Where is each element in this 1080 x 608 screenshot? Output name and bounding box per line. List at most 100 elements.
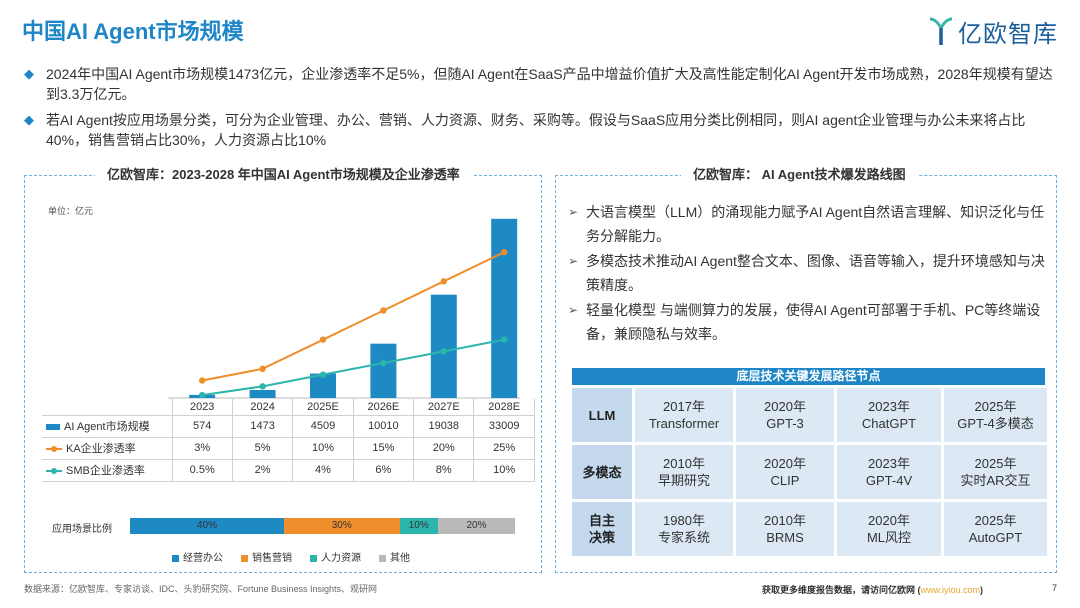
data-label: 19038	[413, 414, 475, 438]
node-cell: 2025年 实时AR交互	[944, 445, 1047, 499]
series-point	[199, 377, 206, 384]
brand-logo: 亿欧智库	[928, 14, 1058, 49]
tech-bullets: 大语言模型（LLM）的涌现能力赋予AI Agent自然语言理解、知识泛化与任务分…	[568, 200, 1046, 347]
data-label: 1473	[231, 414, 294, 438]
data-label: 10%	[473, 458, 535, 482]
nodes-table-title: 底层技术关键发展路径节点	[572, 368, 1045, 385]
tech-nodes-table: LLM 2017年 Transformer 2020年 GPT-3 2023年 ChatGP…	[572, 388, 1047, 556]
series-point	[259, 365, 266, 373]
category-label: 2023	[171, 399, 233, 416]
legend-entry-ka: KA企业渗透率	[42, 436, 173, 460]
tech-bullet: 大语言模型（LLM）的涌现能力赋予AI Agent自然语言理解、知识泛化与任务分…	[568, 200, 1046, 248]
table-row: KA企业渗透率 3% 5% 10% 15% 20% 25%	[42, 436, 535, 460]
node-row-label: 多模态	[572, 445, 632, 499]
category-label: 2024	[231, 399, 294, 416]
tech-bullet: 多模态技术推动AI Agent整合文本、图像、语音等输入，提升环境感知与决策精度…	[568, 249, 1046, 297]
table-row: AI Agent市场规模 574 1473 4509 10010 19038 3…	[42, 414, 535, 438]
market-size-chart	[168, 218, 520, 399]
data-label: 4509	[292, 414, 354, 438]
data-label: 4%	[292, 458, 354, 482]
scenario-segment: 20%	[438, 518, 515, 534]
node-cell: 2010年 BRMS	[736, 502, 834, 556]
series-line	[202, 338, 505, 397]
legend-swatch	[310, 554, 317, 562]
chart-data-table: 2023 2024 2025E 2026E 2027E 2028E AI Age…	[42, 399, 535, 482]
data-label: 10%	[292, 436, 354, 460]
category-label: 2025E	[292, 399, 354, 416]
scenario-legend-item: 人力资源	[310, 549, 361, 564]
node-cell: 2025年 AutoGPT	[944, 502, 1047, 556]
scenario-legend-item: 销售营销	[241, 549, 292, 564]
tech-bullet: 轻量化模型 与端侧算力的发展，使得AI Agent可部署于手机、PC等终端设备，…	[568, 298, 1046, 346]
bar	[370, 343, 397, 398]
tech-roadmap-panel: 亿欧智库： AI Agent技术爆发路线图	[555, 164, 1057, 573]
node-row-label: 自主 决策	[572, 502, 632, 556]
market-size-panel-title: 亿欧智库：2023-2028 年中国AI Agent市场规模及企业渗透率	[95, 164, 472, 183]
line-legend-swatch	[46, 446, 62, 453]
line-legend-swatch	[46, 468, 62, 475]
legend-entry-market-size: AI Agent市场规模	[42, 414, 173, 438]
data-label: 574	[171, 414, 233, 438]
website-link[interactable]: www.iyiou.com	[920, 585, 981, 595]
tech-roadmap-panel-title: 亿欧智库： AI Agent技术爆发路线图	[681, 164, 918, 183]
series-point	[199, 391, 206, 399]
page-number: 7	[1052, 583, 1058, 593]
bar	[491, 218, 518, 398]
series-point	[259, 383, 266, 390]
data-label: 25%	[473, 436, 535, 460]
node-cell: 2020年 CLIP	[736, 445, 834, 499]
series-point	[501, 248, 508, 256]
scenario-legend-item: 经营办公	[172, 549, 223, 564]
node-cell: 2023年 GPT-4V	[837, 445, 941, 499]
node-cell: 2020年 ML风控	[837, 502, 941, 556]
data-label: 6%	[352, 458, 415, 482]
table-row: SMB企业渗透率 0.5% 2% 4% 6% 8% 10%	[42, 458, 535, 482]
node-cell: 2010年 早期研究	[635, 445, 733, 499]
bar-legend-swatch	[46, 424, 60, 431]
data-label: 3%	[171, 436, 233, 460]
scenario-legend: 经营办公 销售营销 人力资源 其他	[172, 549, 410, 564]
data-label: 8%	[413, 458, 475, 482]
series-point	[319, 336, 327, 343]
legend-entry-smb: SMB企业渗透率	[42, 458, 173, 482]
category-label: 2027E	[413, 399, 475, 416]
series-point	[380, 359, 387, 367]
scenario-label: 应用场景比例	[52, 524, 112, 535]
legend-swatch	[172, 554, 179, 562]
data-label: 20%	[413, 436, 475, 460]
scenario-segment: 40%	[130, 518, 284, 534]
data-label: 5%	[231, 436, 294, 460]
page-title: 中国AI Agent市场规模	[22, 19, 244, 44]
scenario-segment: 10%	[399, 518, 438, 534]
data-source: 数据来源：亿欧智库、专家访谈、IDC、头豹研究院、Fortune Busines…	[24, 584, 378, 594]
summary-bullet: 若AI Agent按应用场景分类，可分为企业管理、办公、营销、人力资源、财务、采…	[24, 110, 1060, 150]
category-label: 2026E	[352, 399, 415, 416]
unit-label: 单位：亿元	[48, 206, 94, 216]
data-label: 2%	[231, 458, 294, 482]
series-point	[440, 278, 447, 285]
scenario-legend-item: 其他	[379, 549, 410, 564]
logo-icon	[929, 17, 953, 45]
category-label: 2028E	[473, 399, 535, 416]
bar	[430, 294, 457, 398]
summary-bullets: 2024年中国AI Agent市场规模1473亿元，企业渗透率不足5%，但随AI…	[24, 64, 1060, 156]
scenario-segment: 30%	[284, 518, 400, 534]
series-point	[501, 336, 508, 343]
legend-swatch	[379, 554, 386, 562]
series-point	[380, 307, 387, 314]
node-row-label: LLM	[572, 388, 632, 442]
node-cell: 2025年 GPT-4多模态	[944, 388, 1047, 442]
data-label: 15%	[352, 436, 415, 460]
series-point	[319, 371, 327, 378]
bar	[249, 390, 276, 398]
node-cell: 1980年 专家系统	[635, 502, 733, 556]
legend-swatch	[241, 554, 248, 562]
data-label: 10010	[352, 414, 415, 438]
logo-text: 亿欧智库	[958, 21, 1058, 48]
data-label: 33009	[473, 414, 535, 438]
scenario-share-bar: 40% 30% 10% 20%	[130, 518, 515, 534]
node-cell: 2020年 GPT-3	[736, 388, 834, 442]
footer-more-info: 获取更多维度报告数据，请访问亿欧网 (www.iyiou.com)	[762, 585, 984, 595]
node-cell: 2023年 ChatGPT	[837, 388, 941, 442]
summary-bullet: 2024年中国AI Agent市场规模1473亿元，企业渗透率不足5%，但随AI…	[24, 64, 1060, 104]
